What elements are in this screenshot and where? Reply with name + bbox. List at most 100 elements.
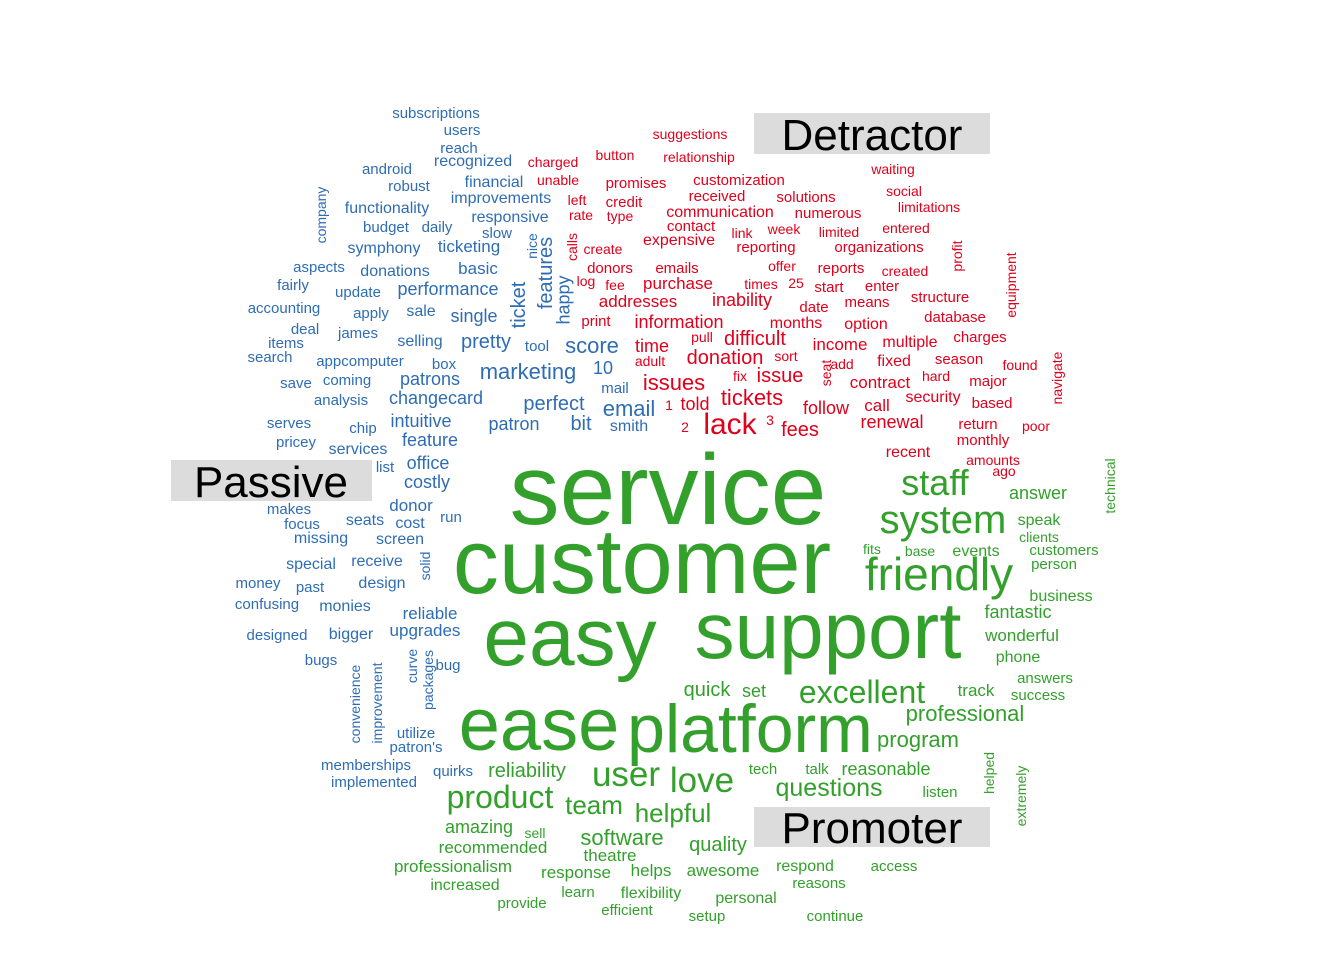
word-cost: cost xyxy=(395,515,425,532)
word-aspects: aspects xyxy=(293,259,345,276)
word-fixed: fixed xyxy=(877,353,911,370)
word-social: social xyxy=(886,183,922,199)
word-return: return xyxy=(958,416,997,433)
word-create: create xyxy=(584,241,623,257)
word-reliable: reliable xyxy=(403,604,458,623)
word-upgrades: upgrades xyxy=(390,621,461,640)
word-appcomputer: appcomputer xyxy=(316,353,404,370)
word-start: start xyxy=(814,279,844,296)
word-patron-s: patron's xyxy=(390,739,443,756)
word-packages: packages xyxy=(420,650,436,710)
word-tickets: tickets xyxy=(721,385,783,410)
word-easy: easy xyxy=(483,592,656,683)
word-confusing: confusing xyxy=(235,596,299,613)
word-profit: profit xyxy=(949,240,965,271)
word-intuitive: intuitive xyxy=(390,411,451,431)
word-25: 25 xyxy=(788,275,804,291)
word-company: company xyxy=(313,187,329,244)
word-fairly: fairly xyxy=(277,277,309,294)
word-unable: unable xyxy=(537,172,579,188)
word-talk: talk xyxy=(805,761,829,778)
word-financial: financial xyxy=(465,174,524,191)
word-subscriptions: subscriptions xyxy=(392,105,480,122)
word-selling: selling xyxy=(397,333,442,350)
word-sell: sell xyxy=(524,825,545,841)
word-questions: questions xyxy=(775,774,882,802)
word-seats: seats xyxy=(346,512,384,529)
word-android: android xyxy=(362,161,412,178)
word-hard: hard xyxy=(922,368,950,384)
word-ease: ease xyxy=(459,683,619,766)
word-respond: respond xyxy=(776,858,834,875)
word-improvements: improvements xyxy=(451,190,551,207)
word-business: business xyxy=(1029,588,1092,605)
word-software: software xyxy=(580,825,663,850)
word-list: list xyxy=(376,459,395,476)
word-monies: monies xyxy=(319,598,371,615)
word-slow: slow xyxy=(482,225,512,242)
word-fee: fee xyxy=(605,277,625,293)
word-screen: screen xyxy=(376,531,424,548)
word-ticket: ticket xyxy=(508,281,530,328)
word-told: told xyxy=(680,394,709,414)
word-addresses: addresses xyxy=(599,292,677,311)
word-budget: budget xyxy=(363,219,410,236)
word-search: search xyxy=(247,349,292,366)
word-platform: platform xyxy=(627,691,873,767)
word-fantastic: fantastic xyxy=(984,602,1051,622)
word-button: button xyxy=(596,147,635,163)
word-awesome: awesome xyxy=(687,861,760,880)
word-curve: curve xyxy=(404,649,420,683)
word-charges: charges xyxy=(953,329,1006,346)
word-single: single xyxy=(450,306,497,326)
word-major: major xyxy=(969,373,1007,390)
word-team: team xyxy=(565,790,623,820)
word-services: services xyxy=(329,441,388,458)
word-structure: structure xyxy=(911,289,969,306)
word-contact: contact xyxy=(667,218,716,235)
word-fees: fees xyxy=(781,419,819,441)
word-memberships: memberships xyxy=(321,757,411,774)
word-update: update xyxy=(335,284,381,301)
category-label-text: Promoter xyxy=(782,804,963,853)
word-ago: ago xyxy=(992,463,1016,479)
word-phone: phone xyxy=(996,649,1041,666)
word-response: response xyxy=(541,863,611,882)
word-recent: recent xyxy=(886,444,931,461)
word-friendly: friendly xyxy=(865,548,1013,600)
word-track: track xyxy=(958,681,995,700)
word-deal: deal xyxy=(291,321,319,338)
word-extremely: extremely xyxy=(1013,766,1029,827)
word-efficient: efficient xyxy=(601,902,653,919)
word-program: program xyxy=(877,727,959,752)
word-amounts: amounts xyxy=(966,452,1020,468)
word-offer: offer xyxy=(768,258,796,274)
word-product: product xyxy=(447,779,554,815)
word-answer: answer xyxy=(1009,483,1067,503)
category-label-detractor: Detractor xyxy=(754,111,990,160)
word-inability: inability xyxy=(712,290,772,310)
word-bigger: bigger xyxy=(329,626,374,643)
word-donor: donor xyxy=(389,496,433,515)
word-wonderful: wonderful xyxy=(984,626,1059,645)
word-quick: quick xyxy=(684,679,732,701)
word-events: events xyxy=(952,543,999,560)
word-box: box xyxy=(432,356,457,373)
word-bugs: bugs xyxy=(305,652,338,669)
word-helped: helped xyxy=(981,752,997,794)
word-poor: poor xyxy=(1022,418,1050,434)
word-excellent: excellent xyxy=(799,674,925,710)
word-receive: receive xyxy=(351,553,403,570)
word-10: 10 xyxy=(593,358,613,378)
word-score: score xyxy=(565,333,619,358)
word-add: add xyxy=(830,356,853,372)
word-daily: daily xyxy=(422,219,453,236)
word-information: information xyxy=(634,312,723,332)
word-print: print xyxy=(581,313,611,330)
word-promises: promises xyxy=(606,175,667,192)
word-features: features xyxy=(535,237,557,309)
word-nice: nice xyxy=(524,233,540,259)
word-enter: enter xyxy=(865,278,899,295)
word-robust: robust xyxy=(388,178,431,195)
